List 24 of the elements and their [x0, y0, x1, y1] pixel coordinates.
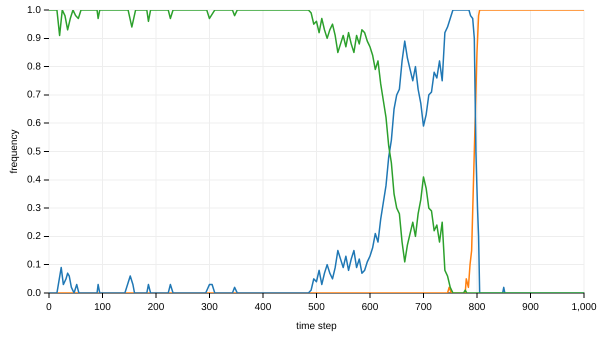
x-tick-label: 200	[148, 302, 165, 313]
x-tick-label: 900	[522, 302, 540, 313]
x-tick-label: 0	[46, 302, 52, 313]
y-tick-label: 0.4	[26, 174, 42, 186]
x-tick-label: 700	[415, 302, 432, 313]
x-tick-label: 800	[468, 302, 486, 313]
x-tick-label: 1,000	[571, 302, 597, 313]
y-tick-label: 0.1	[26, 259, 42, 270]
x-tick-label: 500	[308, 302, 326, 313]
y-tick-label: 0.9	[26, 33, 42, 44]
y-tick-label: 1.0	[26, 4, 42, 16]
y-tick-label: 0.7	[26, 90, 42, 101]
y-tick-label: 0.2	[26, 231, 42, 242]
x-tick-label: 600	[362, 302, 379, 313]
x-tick-label: 300	[201, 302, 218, 313]
x-tick-label: 100	[94, 302, 112, 313]
x-axis-title: time step	[296, 320, 338, 332]
y-tick-label: 0.3	[26, 202, 42, 214]
x-tick-label: 400	[254, 302, 272, 313]
y-tick-label: 0.6	[26, 118, 42, 129]
y-axis-title: frequency	[8, 130, 20, 174]
y-tick-label: 0.8	[26, 61, 42, 72]
y-tick-label: 0.5	[26, 146, 42, 158]
y-tick-label: 0.0	[26, 288, 42, 299]
